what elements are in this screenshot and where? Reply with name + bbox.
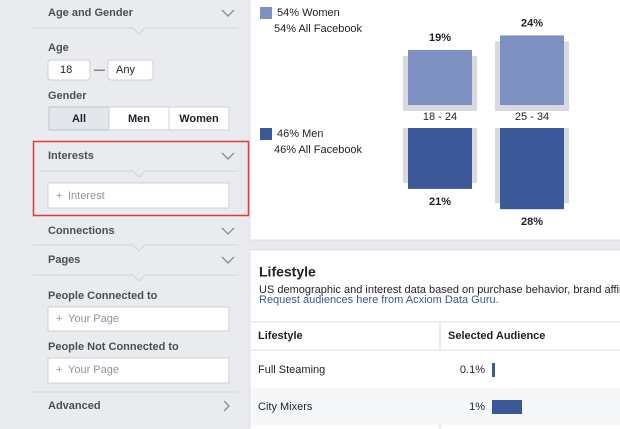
bar bbox=[408, 128, 472, 189]
table-row bbox=[251, 351, 620, 388]
chevron[interactable] bbox=[221, 227, 235, 236]
plus-icon: + bbox=[56, 364, 62, 376]
legend-label: 54% Women bbox=[277, 7, 340, 19]
row-value: 1% bbox=[469, 401, 485, 413]
interest-input[interactable] bbox=[47, 182, 230, 209]
panel-title: Lifestyle bbox=[259, 264, 316, 280]
button-label: Men bbox=[128, 113, 150, 125]
select-value: Any bbox=[116, 64, 135, 76]
legend-swatch bbox=[260, 128, 272, 140]
row-bar bbox=[492, 400, 522, 414]
age-max-select[interactable] bbox=[107, 59, 154, 81]
column-header: Selected Audience bbox=[448, 330, 545, 342]
field-label: Age bbox=[48, 42, 69, 54]
value-label: 28% bbox=[521, 216, 543, 228]
legend-label: 46% Men bbox=[277, 128, 323, 140]
placeholder: Your Page bbox=[68, 313, 119, 325]
value-label: 21% bbox=[429, 196, 451, 208]
divider bbox=[40, 170, 238, 178]
field-label: Gender bbox=[48, 90, 87, 102]
plus-icon: + bbox=[56, 190, 62, 202]
section-title[interactable]: Interests bbox=[48, 150, 94, 162]
section-title[interactable]: Age and Gender bbox=[48, 7, 134, 19]
button-label: All bbox=[72, 113, 86, 125]
description: US demographic and interest data based o… bbox=[259, 284, 620, 296]
table-header bbox=[249, 321, 620, 351]
age-chart: 54% Women 54% All Facebook 19% 24% 46% Men 46… bbox=[251, 7, 620, 228]
gender-button[interactable] bbox=[168, 106, 230, 131]
bar bbox=[500, 35, 564, 105]
section-title[interactable]: Pages bbox=[48, 254, 80, 266]
value-label: 19% bbox=[429, 32, 451, 44]
table-row bbox=[251, 388, 620, 425]
table-body: Full Steaming 0.1% City Mixers 1% bbox=[251, 351, 620, 425]
legend-swatch bbox=[260, 7, 272, 19]
separator: — bbox=[94, 64, 105, 76]
category-label: 25 - 34 bbox=[515, 111, 549, 123]
chevron[interactable] bbox=[221, 256, 235, 265]
highlight-box bbox=[32, 140, 250, 217]
page-input[interactable] bbox=[47, 306, 230, 332]
field-label: People Connected to bbox=[48, 290, 158, 302]
field-label: People Not Connected to bbox=[48, 341, 179, 353]
divider bbox=[33, 27, 238, 35]
link[interactable]: Request audiences here from Acxiom Data … bbox=[259, 294, 499, 306]
row-label: City Mixers bbox=[258, 401, 313, 413]
legend-subtitle: 54% All Facebook bbox=[274, 23, 363, 35]
section-title[interactable]: Advanced bbox=[48, 400, 101, 412]
section-title[interactable]: Connections bbox=[48, 225, 115, 237]
bar bbox=[408, 49, 472, 105]
placeholder: Your Page bbox=[68, 364, 119, 376]
plus-icon: + bbox=[56, 313, 62, 325]
divider bbox=[33, 274, 238, 282]
button-label: Women bbox=[179, 113, 219, 125]
page-input[interactable] bbox=[47, 357, 230, 384]
row-value: 0.1% bbox=[460, 364, 485, 376]
select-value: 18 bbox=[60, 64, 72, 76]
row-bar bbox=[492, 363, 495, 377]
category-label: 18 - 24 bbox=[423, 111, 457, 123]
value-label: 24% bbox=[521, 17, 543, 29]
placeholder: Interest bbox=[68, 190, 105, 202]
chevron[interactable] bbox=[221, 152, 235, 161]
bar bbox=[500, 128, 564, 210]
chevron[interactable] bbox=[223, 400, 231, 412]
divider bbox=[33, 244, 238, 252]
row-label: Full Steaming bbox=[258, 364, 325, 376]
legend-subtitle: 46% All Facebook bbox=[274, 144, 363, 156]
age-min-select[interactable] bbox=[47, 59, 91, 81]
chevron[interactable] bbox=[221, 9, 235, 18]
column-header: Lifestyle bbox=[258, 330, 303, 342]
